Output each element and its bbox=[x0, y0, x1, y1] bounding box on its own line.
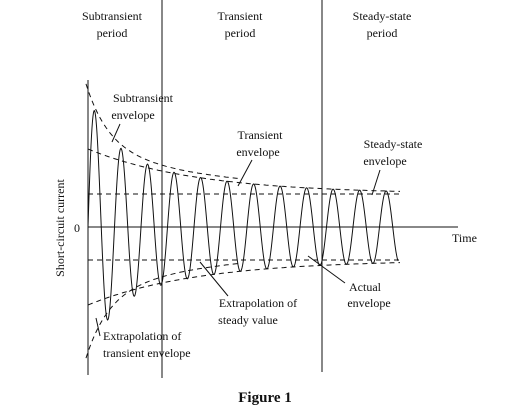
waveform-group bbox=[85, 83, 401, 359]
origin-label: 0 bbox=[74, 221, 80, 235]
period-label: Steady-state bbox=[353, 9, 412, 23]
period-label: Subtransient bbox=[82, 9, 143, 23]
label: envelope bbox=[363, 154, 406, 168]
leader bbox=[199, 261, 229, 297]
label: Extrapolation of bbox=[103, 329, 181, 343]
leader bbox=[111, 123, 121, 143]
label: Transient bbox=[238, 128, 284, 142]
label: Subtransient bbox=[113, 91, 174, 105]
label: steady value bbox=[218, 313, 278, 327]
label: envelope bbox=[347, 296, 390, 310]
envelope bbox=[85, 262, 241, 359]
period-label: period bbox=[225, 26, 256, 40]
label: envelope bbox=[111, 108, 154, 122]
envelope bbox=[87, 262, 401, 306]
envelope bbox=[85, 83, 241, 180]
label: Extrapolation of bbox=[219, 296, 297, 310]
period-label: period bbox=[97, 26, 128, 40]
leader bbox=[237, 159, 253, 187]
x-axis-label: Time bbox=[452, 231, 477, 245]
label: envelope bbox=[236, 145, 279, 159]
period-label: period bbox=[367, 26, 398, 40]
envelope bbox=[87, 148, 401, 192]
period-label: Transient bbox=[218, 9, 264, 23]
leader bbox=[95, 317, 101, 337]
leader bbox=[371, 169, 381, 196]
y-axis-label: Short-circuit current bbox=[53, 179, 67, 277]
label: Actual bbox=[349, 280, 382, 294]
label: Steady-state bbox=[364, 137, 423, 151]
label: transient envelope bbox=[103, 346, 191, 360]
caption: Figure 1 bbox=[238, 390, 291, 406]
